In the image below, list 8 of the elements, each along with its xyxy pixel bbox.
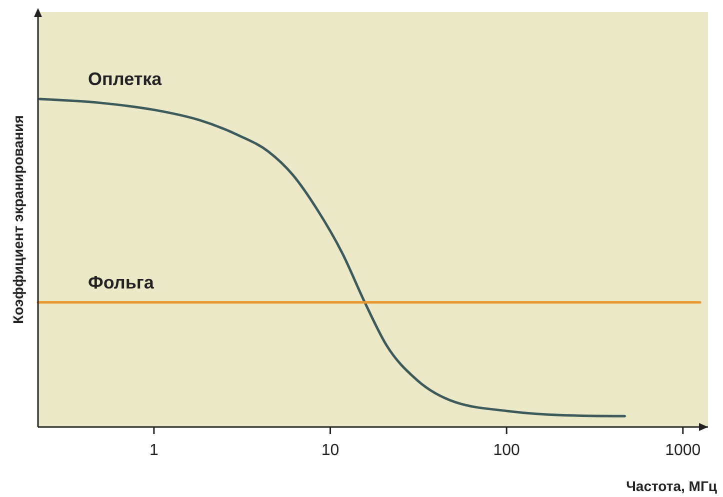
x-tick-label: 1000 <box>665 442 701 459</box>
x-tick-label: 100 <box>493 442 520 459</box>
y-axis-title: Коэффициент экранирования <box>10 115 26 324</box>
series-label: Фольга <box>88 272 155 292</box>
x-tick-label: 1 <box>149 442 158 459</box>
x-axis-title: Частота, МГц <box>626 478 718 494</box>
series-label: Оплетка <box>88 69 163 89</box>
x-tick-label: 10 <box>321 442 340 459</box>
